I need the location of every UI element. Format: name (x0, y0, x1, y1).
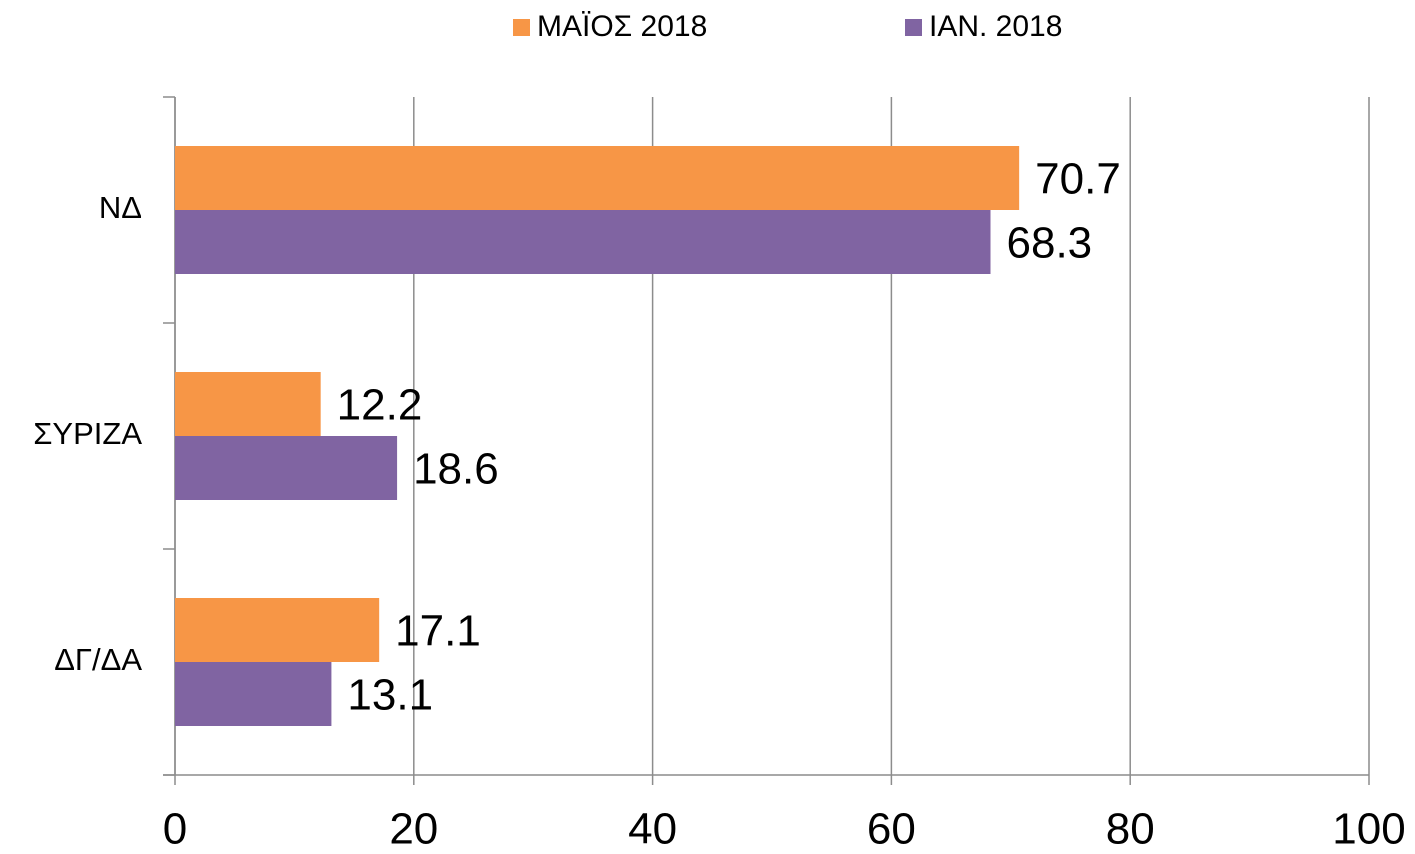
legend-swatch (513, 19, 530, 36)
bar (175, 372, 321, 436)
bar (175, 662, 332, 726)
bar (175, 146, 1020, 210)
bar (175, 598, 380, 662)
bar (175, 210, 991, 274)
data-label: 18.6 (413, 445, 499, 494)
data-label: 12.2 (337, 381, 423, 430)
category-label: ΣΥΡΙΖΑ (33, 416, 142, 451)
bar (175, 436, 398, 500)
data-label: 68.3 (1007, 219, 1093, 268)
x-tick-label: 0 (163, 805, 187, 854)
data-label: 13.1 (347, 671, 433, 720)
x-tick-label: 20 (389, 805, 438, 854)
x-tick-label: 60 (867, 805, 916, 854)
category-label: ΝΔ (99, 190, 142, 225)
data-label: 70.7 (1035, 155, 1121, 204)
category-label: ΔΓ/ΔΑ (54, 642, 142, 677)
legend-label: ΜΑΪΟΣ 2018 (537, 10, 707, 43)
x-tick-label: 100 (1332, 805, 1405, 854)
x-tick-label: 40 (628, 805, 677, 854)
legend-swatch (905, 19, 922, 36)
legend-label: ΙΑΝ. 2018 (929, 10, 1062, 43)
x-tick-label: 80 (1106, 805, 1155, 854)
data-label: 17.1 (395, 607, 481, 656)
